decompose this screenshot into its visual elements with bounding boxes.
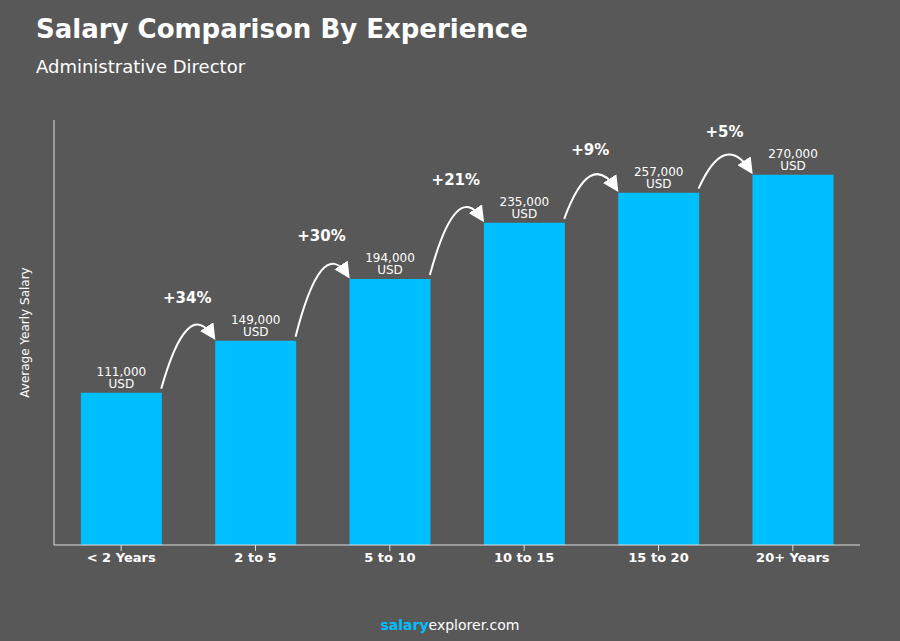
html-text:salary explorer.com: salary explorer.com (380, 617, 520, 633)
svg-text:+21%: +21% (432, 171, 480, 189)
svg-text:20+ Years: 20+ Years (756, 550, 830, 565)
svg-text:10 to 15: 10 to 15 (494, 550, 554, 565)
svg-text:< 2 Years: < 2 Years (87, 550, 156, 565)
html-text:Administrative Director: Administrative Director (36, 56, 246, 77)
svg-text:111,000USD: 111,000USD (97, 365, 147, 391)
svg-text:2 to 5: 2 to 5 (234, 550, 276, 565)
svg-text:15 to 20: 15 to 20 (628, 550, 688, 565)
svg-text:5 to 10: 5 to 10 (364, 550, 415, 565)
svg-text:+5%: +5% (706, 123, 744, 141)
svg-text:257,000USD: 257,000USD (634, 165, 684, 191)
svg-text:270,000USD: 270,000USD (768, 147, 818, 173)
svg-text:194,000USD: 194,000USD (365, 251, 415, 277)
svg-text:149,000USD: 149,000USD (231, 313, 281, 339)
svg-text:+34%: +34% (163, 289, 211, 307)
svg-text:235,000USD: 235,000USD (500, 195, 550, 221)
svg-text:+30%: +30% (297, 227, 345, 245)
svg-text:+9%: +9% (571, 141, 609, 159)
html-text:Salary Comparison By Experienc: Salary Comparison By Experience (36, 14, 528, 44)
svg-text:Average Yearly Salary: Average Yearly Salary (18, 267, 32, 397)
